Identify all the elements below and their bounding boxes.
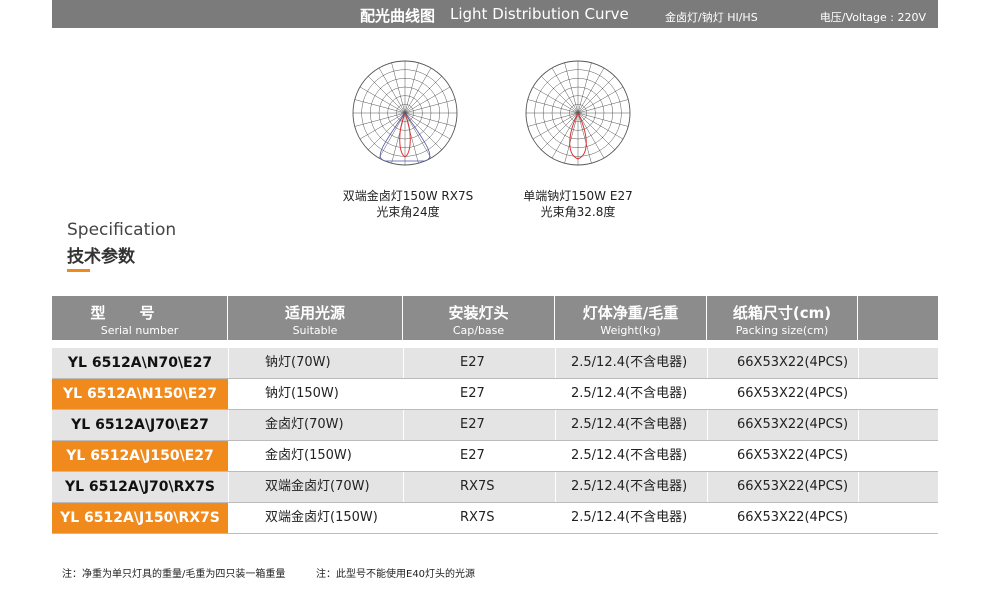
header-cn: 灯体净重/毛重: [582, 304, 679, 322]
voltage: 电压/Voltage : 220V: [819, 11, 926, 24]
col-divider: [403, 379, 404, 409]
title-cn: 配光曲线图: [360, 7, 436, 25]
table-cell: 66X53X22(4PCS): [737, 386, 849, 401]
header-cell: 纸箱尺寸(cm) Packing size(cm): [707, 296, 858, 340]
col-divider: [228, 410, 229, 440]
col-divider: [228, 441, 229, 471]
table-cell: E27: [460, 417, 485, 432]
header-en: Cap/base: [452, 324, 505, 337]
polar-diagrams: [352, 60, 631, 166]
header-cell: 安装灯头 Cap/base: [403, 296, 555, 340]
header-cn: 安装灯头: [448, 304, 509, 322]
col-divider: [403, 441, 404, 471]
col-divider: [555, 379, 556, 409]
table-cell: 66X53X22(4PCS): [737, 355, 849, 370]
table-cell: 66X53X22(4PCS): [737, 417, 849, 432]
col-divider: [858, 503, 859, 533]
table-cell: 双端金卤灯(70W): [265, 479, 370, 494]
table-cell: E27: [460, 386, 485, 401]
lamp-type: 金卤灯/钠灯 HI/HS: [665, 11, 758, 24]
table-cell: 2.5/12.4(不含电器): [571, 355, 688, 370]
header-en: Packing size(cm): [735, 324, 829, 337]
col-divider: [707, 379, 708, 409]
col-divider: [228, 472, 229, 502]
serial-cell: YL 6512A\N150\E27: [52, 379, 228, 409]
diagram-caption: 单端钠灯150W E27: [523, 189, 633, 203]
col-divider: [707, 472, 708, 502]
table-cell: 2.5/12.4(不含电器): [571, 510, 688, 525]
polar-diagram: [352, 60, 458, 166]
section-title-en: Specification: [67, 220, 177, 240]
header-cell: 灯体净重/毛重 Weight(kg): [555, 296, 707, 340]
table-cell: 2.5/12.4(不含电器): [571, 417, 688, 432]
table-cell: 66X53X22(4PCS): [737, 510, 849, 525]
table-cell: 钠灯(70W): [265, 355, 331, 370]
table-cell: 2.5/12.4(不含电器): [571, 386, 688, 401]
col-divider: [228, 379, 229, 409]
table-cell: E27: [460, 448, 485, 463]
col-divider: [555, 410, 556, 440]
serial-cell: YL 6512A\N70\E27: [52, 348, 228, 378]
polar-diagram: [525, 60, 631, 166]
table-cell: 2.5/12.4(不含电器): [571, 479, 688, 494]
table-cell: 双端金卤灯(150W): [265, 510, 378, 525]
beam-angle: 光束角24度: [376, 205, 440, 219]
section-title-cn: 技术参数: [67, 247, 135, 267]
header-en: Serial number: [100, 324, 179, 337]
diagram-caption: 双端金卤灯150W RX7S: [342, 189, 474, 203]
header-cn: 纸箱尺寸(cm): [732, 304, 832, 322]
col-divider: [858, 379, 859, 409]
col-divider: [858, 348, 859, 378]
col-divider: [228, 503, 229, 533]
table-cell: E27: [460, 355, 485, 370]
table-cell: 金卤灯(70W): [265, 417, 344, 432]
col-divider: [707, 348, 708, 378]
accent-line: [67, 269, 90, 272]
table-cell: 66X53X22(4PCS): [737, 479, 849, 494]
col-divider: [858, 410, 859, 440]
col-divider: [707, 410, 708, 440]
serial-cell: YL 6512A\J150\RX7S: [52, 503, 228, 533]
note: 注：此型号不能使用E40灯头的光源: [316, 569, 476, 580]
header-en: Suitable: [292, 324, 338, 337]
table-cell: 66X53X22(4PCS): [737, 448, 849, 463]
beam-angle: 光束角32.8度: [540, 205, 616, 219]
col-divider: [403, 348, 404, 378]
table-cell: RX7S: [460, 510, 495, 525]
header-cn: 型号: [90, 304, 189, 322]
title-en: Light Distribution Curve: [450, 5, 629, 23]
header-cn: 适用光源: [284, 304, 345, 322]
table-cell: 金卤灯(150W): [265, 448, 352, 463]
col-divider: [555, 472, 556, 502]
header-en: Weight(kg): [600, 324, 661, 337]
col-divider: [858, 472, 859, 502]
title-bar: [52, 0, 938, 28]
col-divider: [403, 472, 404, 502]
serial-cell: YL 6512A\J70\RX7S: [52, 472, 228, 502]
note: 注：净重为单只灯具的重量/毛重为四只装一箱重量: [62, 569, 286, 580]
serial-cell: YL 6512A\J70\E27: [52, 410, 228, 440]
header-cell: 型号 Serial number: [52, 296, 228, 340]
table-cell: 2.5/12.4(不含电器): [571, 448, 688, 463]
header-cell: 适用光源 Suitable: [228, 296, 403, 340]
table-cell: 钠灯(150W): [265, 386, 339, 401]
col-divider: [403, 410, 404, 440]
header-cell: [858, 296, 939, 340]
col-divider: [707, 503, 708, 533]
serial-cell: YL 6512A\J150\E27: [52, 441, 228, 471]
col-divider: [555, 441, 556, 471]
table-cell: RX7S: [460, 479, 495, 494]
col-divider: [858, 441, 859, 471]
col-divider: [707, 441, 708, 471]
col-divider: [555, 348, 556, 378]
col-divider: [403, 503, 404, 533]
col-divider: [228, 348, 229, 378]
col-divider: [555, 503, 556, 533]
